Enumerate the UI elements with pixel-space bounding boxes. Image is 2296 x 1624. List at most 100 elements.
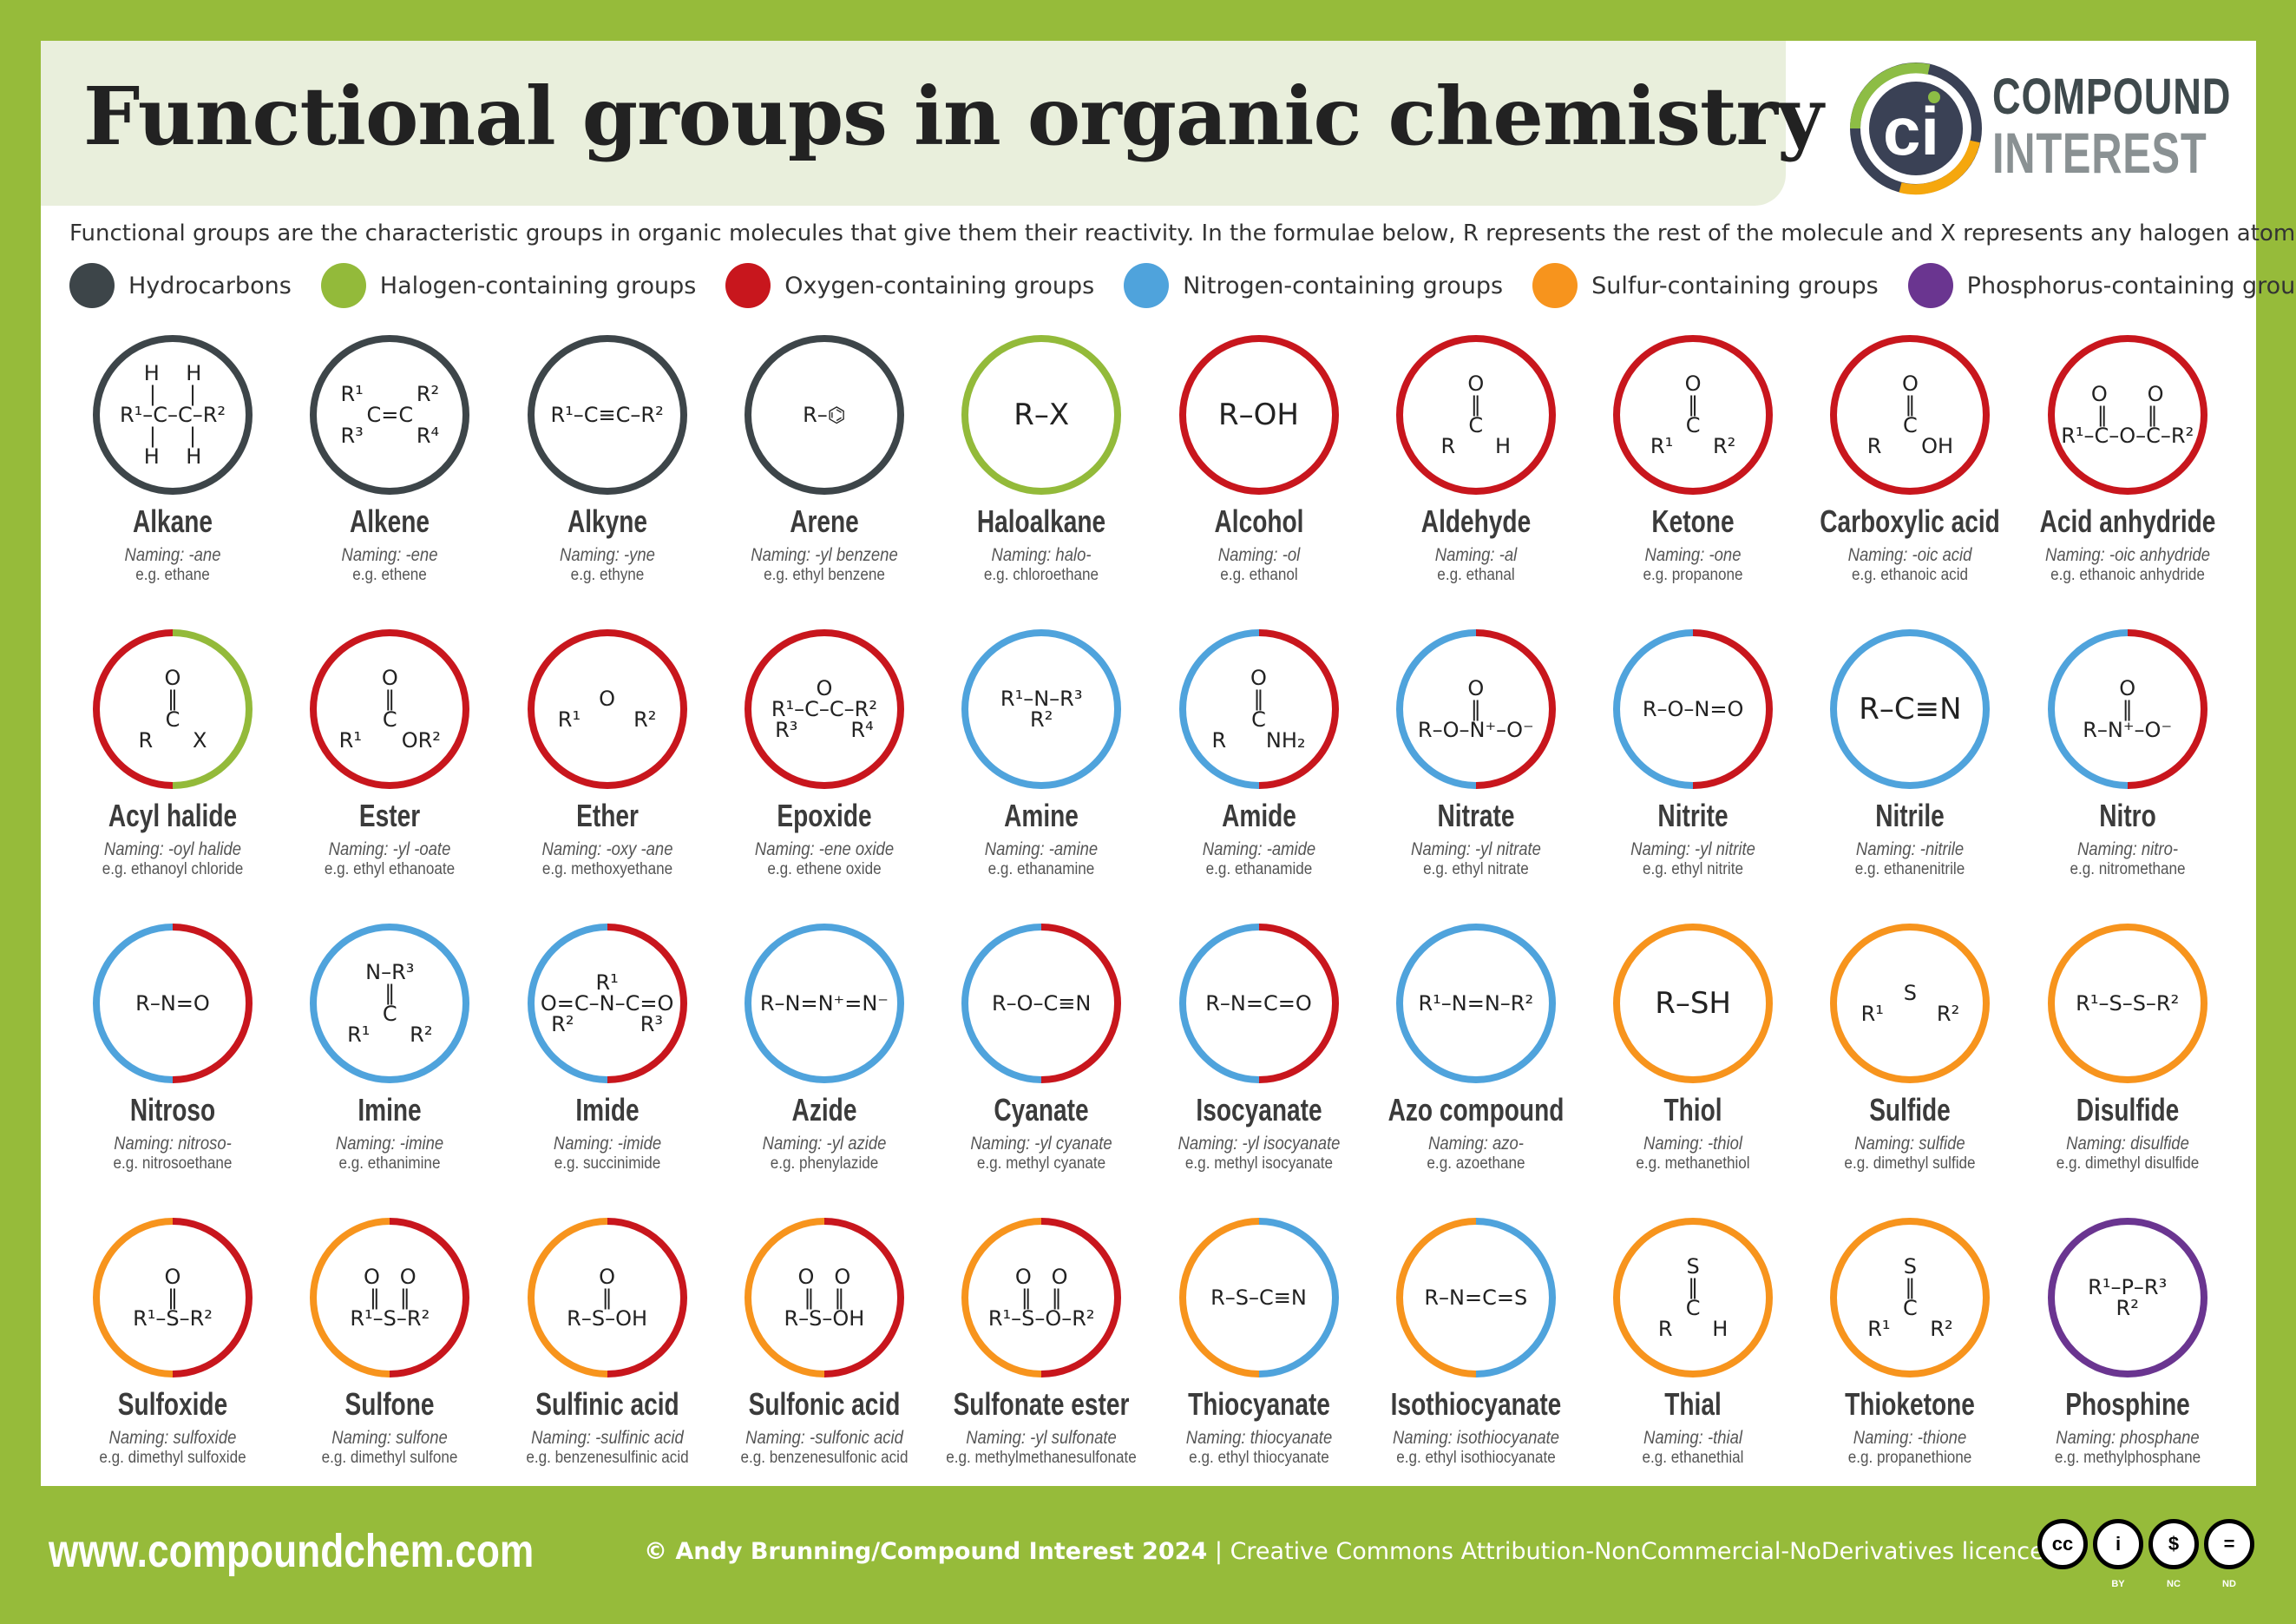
group-name: Alkane — [132, 503, 213, 539]
example-compound: e.g. ethyl thiocyanate — [1188, 1449, 1329, 1467]
group-card: R¹ O=C–N–C=O R² R³ Imide Naming: -imide e.g… — [499, 920, 716, 1214]
structural-formula: O O ‖ ‖ R¹–C–O–C–R² — [2061, 382, 2194, 448]
structural-formula: R–⌬ — [803, 403, 846, 427]
ring-right-arc — [390, 1218, 470, 1377]
ring-left-arc — [93, 629, 174, 789]
group-name: Azide — [791, 1092, 857, 1128]
legend-label: Phosphorus-containing groups — [1966, 272, 2296, 299]
naming-rule: Naming: -oxy -ane — [541, 839, 673, 859]
ring-right-arc — [1041, 1218, 1122, 1377]
legend-item: Sulfur-containing groups — [1532, 263, 1879, 308]
naming-rule: Naming: -ene oxide — [754, 839, 895, 859]
cc-nd-icon[interactable]: = ND — [2204, 1519, 2254, 1589]
group-card: R–O–N=O Nitrite Naming: -yl nitrite e.g. et… — [1584, 626, 1801, 920]
legend-label: Nitrogen-containing groups — [1183, 272, 1504, 299]
group-name: Carboxylic acid — [1820, 503, 2001, 539]
group-name: Nitrite — [1657, 798, 1729, 833]
legend-color-dot-icon — [1907, 263, 1953, 308]
group-card: O O ‖ ‖ R–S–OH Sulfonic acid Naming: -sulf… — [716, 1214, 933, 1509]
group-ring-icon — [1613, 1218, 1774, 1377]
ring-right-arc — [1475, 335, 1556, 495]
licence-text: Creative Commons Attribution-NonCommerci… — [1230, 1538, 2052, 1565]
structural-formula: O ‖ C R X — [138, 666, 207, 753]
group-ring-icon — [1178, 924, 1339, 1083]
cc-label: BY — [2111, 1579, 2125, 1589]
cc-cc-icon[interactable]: cc — [2037, 1519, 2088, 1569]
ring-left-arc — [1830, 1218, 1911, 1377]
legend-color-dot-icon — [1124, 263, 1170, 308]
cc-by-icon[interactable]: i BY — [2093, 1519, 2143, 1589]
example-compound: e.g. ethyl nitrate — [1422, 860, 1529, 878]
group-ring-icon — [1830, 924, 1991, 1083]
ring-right-arc — [172, 1218, 253, 1377]
ring-left-arc — [1613, 335, 1694, 495]
example-compound: e.g. methyl cyanate — [977, 1154, 1106, 1173]
structural-formula: R¹–S–S–R² — [2076, 991, 2180, 1016]
group-card: H H | | R¹–C–C–R² | | H H Alkane Naming: -… — [64, 332, 281, 626]
example-compound: e.g. ethanoic acid — [1852, 566, 1969, 584]
naming-rule: Naming: -yl azide — [762, 1134, 887, 1154]
structural-formula: O ‖ R–S–OH — [567, 1265, 648, 1331]
group-card: R–N=C=S Isothiocyanate Naming: isothiocyan… — [1368, 1214, 1584, 1509]
ring-left-arc — [1178, 1218, 1259, 1377]
ring-right-arc — [1258, 924, 1339, 1083]
naming-rule: Naming: -yl cyanate — [970, 1134, 1112, 1154]
ring-right-arc — [823, 924, 904, 1083]
group-name: Acid anhydride — [2039, 503, 2216, 539]
ring-right-arc — [1910, 924, 1991, 1083]
ring-left-arc — [1178, 335, 1259, 495]
group-card: O O ‖ ‖ R¹–S–R² Sulfone Naming: sulfone e.g… — [281, 1214, 498, 1509]
structural-formula: R¹ R² C=C R³ R⁴ — [340, 382, 440, 448]
legend-color-dot-icon — [1532, 263, 1578, 308]
structural-formula: R¹–C≡C–R² — [550, 403, 664, 427]
cc-glyph: i — [2115, 1533, 2122, 1555]
group-ring-icon — [961, 924, 1122, 1083]
example-compound: e.g. ethanoyl chloride — [102, 860, 244, 878]
group-card: R¹–C≡C–R² Alkyne Naming: -yne e.g. ethyne — [499, 332, 716, 626]
group-ring-icon — [527, 1218, 687, 1377]
legend-item: Halogen-containing groups — [320, 263, 696, 308]
group-card: R–O–C≡N Cyanate Naming: -yl cyanate e.g. me… — [933, 920, 1150, 1214]
group-name: Imide — [574, 1092, 640, 1128]
cc-label: ND — [2222, 1579, 2236, 1589]
legend-item: Nitrogen-containing groups — [1124, 263, 1503, 308]
group-card: O ‖ R¹–S–R² Sulfoxide Naming: sulfoxide e.g… — [64, 1214, 281, 1509]
example-compound: e.g. phenylazide — [770, 1154, 879, 1173]
separator: | — [1214, 1538, 1223, 1565]
example-compound: e.g. methanethiol — [1636, 1154, 1750, 1173]
copyright: © Andy Brunning/Compound Interest 2024 — [644, 1538, 1208, 1565]
group-card: O ‖ R–S–OH Sulfinic acid Naming: -sulfinic… — [499, 1214, 716, 1509]
structural-formula: R–OH — [1218, 398, 1299, 432]
group-ring-icon — [310, 335, 470, 495]
naming-rule: Naming: nitroso- — [114, 1134, 232, 1154]
group-ring-icon — [2047, 924, 2207, 1083]
group-name: Haloalkane — [977, 503, 1106, 539]
group-name: Arene — [790, 503, 859, 539]
ring-left-arc — [744, 335, 824, 495]
legend-item: Oxygen-containing groups — [725, 263, 1094, 308]
naming-rule: Naming: -yne — [559, 545, 655, 565]
naming-rule: Naming: -yl isocyanate — [1178, 1134, 1340, 1154]
ring-left-arc — [744, 629, 824, 789]
group-ring-icon — [1395, 1218, 1556, 1377]
legend-color-dot-icon — [725, 263, 771, 308]
example-compound: e.g. methyl isocyanate — [1184, 1154, 1333, 1173]
naming-rule: Naming: -yl nitrate — [1410, 839, 1541, 859]
title-banner — [41, 41, 1786, 206]
cc-nc-icon[interactable]: $ NC — [2148, 1519, 2199, 1589]
ring-left-arc — [961, 1218, 1042, 1377]
group-ring-icon — [1613, 335, 1774, 495]
website-link[interactable]: www.compoundchem.com — [49, 1525, 535, 1577]
group-card: O ‖ C R OH Carboxylic acid Naming: -oic ac… — [1801, 332, 2018, 626]
example-compound: e.g. methoxyethane — [541, 860, 672, 878]
group-name: Nitroso — [129, 1092, 216, 1128]
ring-left-arc — [1830, 335, 1911, 495]
structural-formula: R–X — [1014, 398, 1070, 432]
structural-formula: O ‖ C R¹ OR² — [338, 666, 441, 753]
group-card: R¹–P–R³ R² Phosphine Naming: phosphane e.g.… — [2019, 1214, 2236, 1509]
naming-rule: Naming: -imide — [553, 1134, 661, 1154]
group-ring-icon — [1613, 924, 1774, 1083]
example-compound: e.g. ethanol — [1219, 566, 1298, 584]
ring-right-arc — [1475, 924, 1556, 1083]
example-compound: e.g. ethyl isothiocyanate — [1396, 1449, 1556, 1467]
